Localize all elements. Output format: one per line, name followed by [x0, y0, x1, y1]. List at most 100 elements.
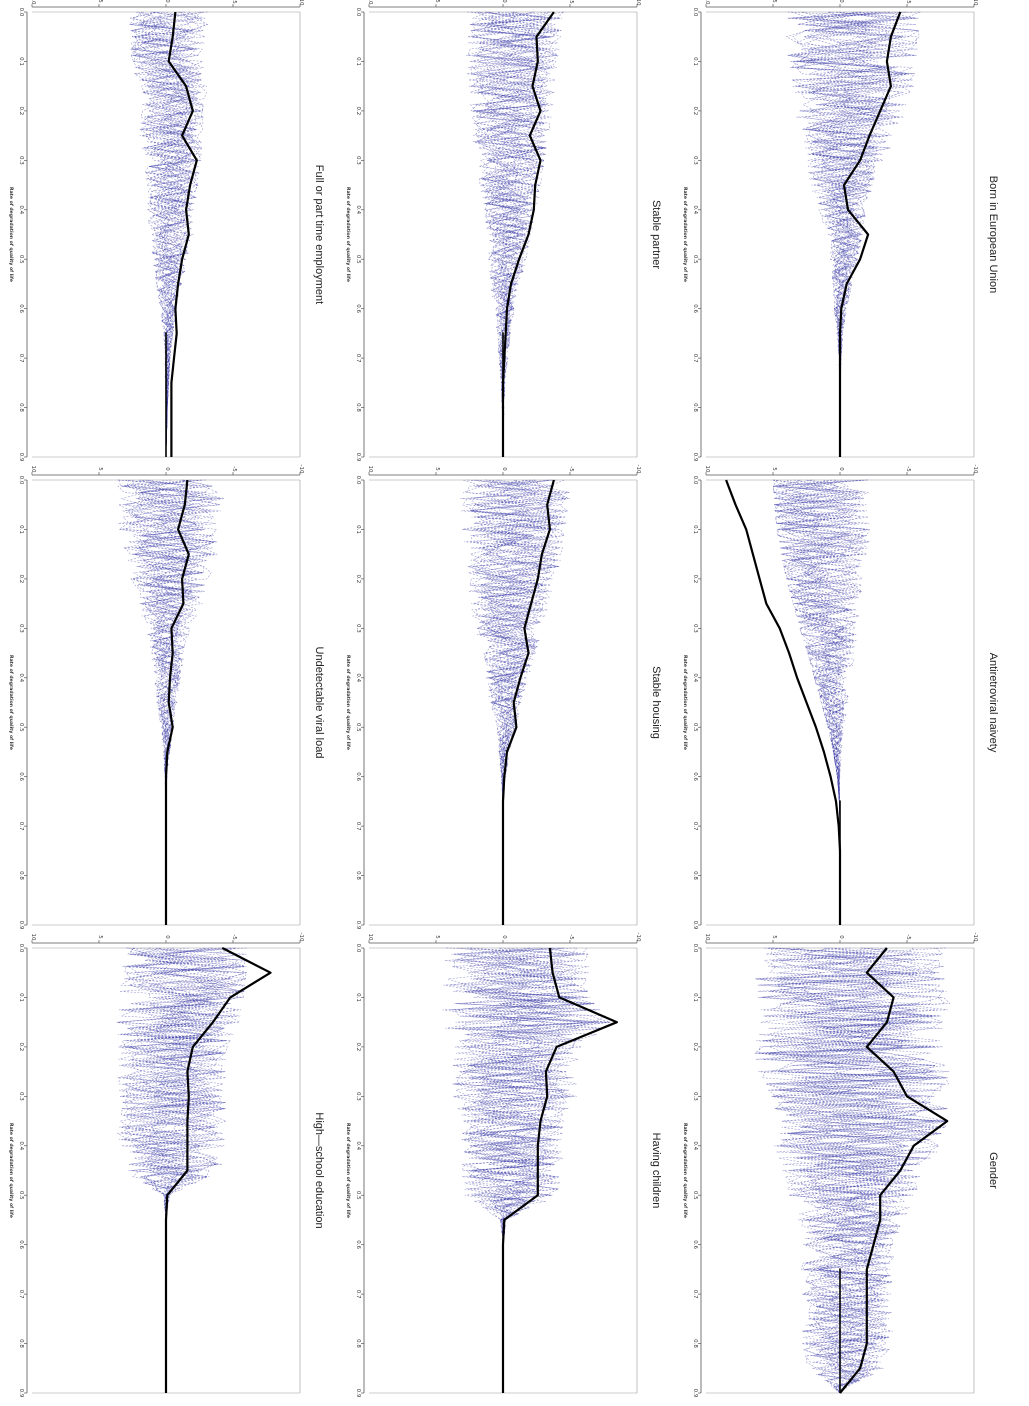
- main-estimate-line: [839, 947, 949, 1394]
- x-tick-label: 0.7: [18, 822, 24, 831]
- x-axis-label: Rate of degradation of quality of life: [682, 187, 688, 282]
- x-tick-label: 0.6: [692, 1240, 698, 1249]
- x-tick-label: 0.7: [355, 1290, 361, 1299]
- x-axis-label: Rate of degradation of quality of life: [682, 1123, 688, 1218]
- x-tick-label: 0.2: [18, 107, 24, 116]
- bootstrap-line: [119, 947, 248, 1393]
- x-tick-label: 0.7: [692, 354, 698, 363]
- x-tick-label: 0.9: [355, 453, 361, 462]
- y-tick-label: -10: [635, 0, 641, 6]
- x-tick-label: 0.5: [692, 255, 698, 264]
- x-tick-label: 0.1: [692, 525, 698, 534]
- x-tick-label: 0.8: [692, 1339, 698, 1348]
- x-tick-label: 0.1: [18, 525, 24, 534]
- bootstrap-line: [768, 947, 947, 1394]
- panel-title: Born in European Union: [987, 176, 999, 293]
- bootstrap-line: [475, 11, 559, 457]
- x-tick-label: 0.6: [355, 1240, 361, 1249]
- bootstrap-line: [461, 479, 557, 925]
- bootstrap-line: [470, 11, 562, 457]
- y-tick-label: 5: [97, 935, 103, 939]
- y-tick-label: -5: [905, 466, 911, 472]
- x-tick-label: 0.2: [355, 575, 361, 584]
- y-tick-label: -10: [635, 933, 641, 942]
- x-tick-label: 0.3: [355, 624, 361, 633]
- panel-title: Stable housing: [650, 666, 662, 739]
- x-tick-label: 0.3: [18, 156, 24, 165]
- y-tick-label: -5: [568, 934, 574, 940]
- panel-7: 0.0 0.1 0.2 0.3 0.4 0.5 0.6 0.7 0.8 0.9 10 5 0 -5 -10 R…: [8, 933, 325, 1398]
- bootstrap-line: [137, 11, 199, 457]
- x-tick-label: 0.4: [18, 1141, 24, 1150]
- y-tick-label: 5: [434, 467, 440, 471]
- x-tick-label: 0.4: [355, 673, 361, 682]
- x-axis-label: Rate of degradation of quality of life: [8, 187, 14, 282]
- x-tick-label: 0.3: [692, 624, 698, 633]
- x-tick-label: 0.8: [18, 1339, 24, 1348]
- bootstrap-line: [758, 947, 946, 1394]
- bootstrap-line: [798, 11, 912, 457]
- panel-title: Stable partner: [650, 200, 662, 269]
- bootstrap-line: [474, 479, 568, 925]
- y-tick-label: 0: [838, 935, 844, 939]
- bootstrap-line: [128, 479, 216, 925]
- y-tick-label: 0: [838, 0, 844, 3]
- x-tick-label: 0.6: [355, 304, 361, 313]
- x-tick-label: 0.7: [18, 354, 24, 363]
- bootstrap-line: [467, 11, 563, 457]
- bootstrap-line: [780, 479, 867, 925]
- bootstrap-line: [465, 947, 601, 1393]
- panel-4: 0.0 0.1 0.2 0.3 0.4 0.5 0.6 0.7 0.8 0.9 10 5 0 -5 -10 R…: [8, 465, 325, 930]
- panel-title: Full or part time employment: [313, 165, 325, 304]
- y-tick-label: 5: [771, 467, 777, 471]
- bootstrap-line: [470, 11, 564, 457]
- x-tick-label: 0.1: [18, 57, 24, 66]
- y-tick-label: -10: [298, 933, 304, 942]
- bootstrap-line: [789, 11, 883, 457]
- y-tick-label: 0: [501, 0, 507, 3]
- y-tick-label: -10: [635, 465, 641, 474]
- x-tick-label: 0.5: [692, 1191, 698, 1200]
- y-tick-label: 0: [164, 467, 170, 471]
- y-tick-label: 10: [367, 934, 373, 941]
- y-tick-label: 10: [30, 466, 36, 473]
- panel-title: Gender: [987, 1152, 999, 1189]
- x-tick-label: 0.7: [692, 822, 698, 831]
- y-tick-label: -10: [298, 0, 304, 6]
- bootstrap-line: [774, 479, 863, 925]
- y-tick-label: 10: [367, 466, 373, 473]
- x-tick-label: 0.8: [692, 403, 698, 412]
- bootstrap-line: [474, 11, 558, 457]
- bootstrap-line: [475, 11, 559, 457]
- bootstrap-line: [118, 947, 247, 1393]
- x-tick-label: 0.8: [692, 871, 698, 880]
- bootstrap-line: [759, 947, 948, 1394]
- x-tick-label: 0.7: [355, 822, 361, 831]
- x-tick-label: 0.7: [355, 354, 361, 363]
- bootstrap-line: [467, 11, 561, 457]
- bootstrap-line: [123, 479, 225, 925]
- x-tick-label: 0.6: [18, 1240, 24, 1249]
- bootstrap-line: [773, 479, 868, 925]
- bootstrap-line: [471, 11, 562, 457]
- y-tick-label: -5: [905, 0, 911, 4]
- y-tick-label: 0: [838, 467, 844, 471]
- x-tick-label: 0.9: [18, 1389, 24, 1398]
- x-tick-label: 0.8: [355, 871, 361, 880]
- y-tick-label: 10: [367, 0, 373, 5]
- y-tick-label: 0: [501, 467, 507, 471]
- bootstrap-line: [773, 479, 863, 925]
- x-axis-label: Rate of degradation of quality of life: [345, 187, 351, 282]
- x-tick-label: 0.7: [18, 1290, 24, 1299]
- bootstrap-line: [130, 11, 202, 457]
- bootstrap-line: [468, 11, 559, 457]
- panel-title: High—school education: [313, 1112, 325, 1228]
- bootstrap-line: [117, 947, 247, 1393]
- x-tick-label: 0.6: [18, 304, 24, 313]
- x-tick-label: 0.4: [692, 673, 698, 682]
- bootstrap-line: [755, 947, 941, 1394]
- y-tick-label: -5: [231, 466, 237, 472]
- bootstrap-line: [468, 11, 562, 457]
- bootstrap-line: [118, 947, 245, 1393]
